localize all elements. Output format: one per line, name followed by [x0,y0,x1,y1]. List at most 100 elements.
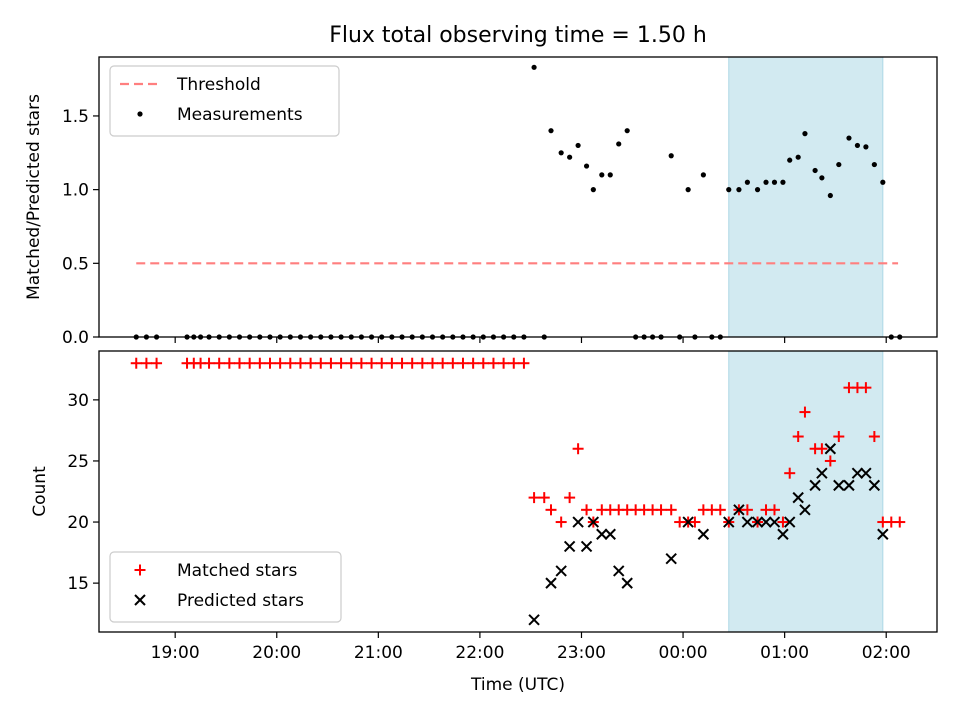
data-point [868,431,880,443]
data-point [787,157,793,163]
data-point [599,172,605,178]
data-point [689,516,701,528]
data-point [607,172,613,178]
marker-stroke [134,594,146,606]
data-point [871,161,877,168]
marker-stroke [545,577,557,589]
legend: Matched stars Predicted stars [109,551,342,623]
data-point [621,577,633,589]
data-point [555,516,567,528]
y-tick-label: 1.0 [62,181,89,201]
data-point [572,516,584,528]
data-point [624,128,630,134]
data-point [777,528,789,540]
x-axis-label: Time (UTC) [470,675,565,695]
data-point [733,504,745,516]
marker-stroke [613,565,625,577]
marker-stroke [723,516,735,528]
data-point [833,479,845,492]
data-point [590,187,596,193]
y-tick-label: 30 [67,391,89,411]
data-point [575,142,581,149]
data-point [780,179,786,185]
data-point [254,357,266,369]
data-point [518,357,530,369]
data-point [665,504,677,516]
y-tick-label: 15 [67,574,89,594]
data-point [437,357,449,369]
data-point [548,128,554,134]
x-tick-label: 20:00 [252,643,301,663]
marker-stroke [528,614,540,626]
data-point [836,161,842,168]
legend-label: Matched stars [177,561,297,581]
x-tick-label: 23:00 [557,643,606,663]
data-point [754,187,761,193]
data-point [799,406,811,418]
data-point [558,150,564,156]
data-point [416,357,428,369]
data-point [685,187,691,193]
data-point [868,479,881,492]
data-point [802,131,808,137]
chart-title: Flux total observing time = 1.50 h [329,23,707,48]
data-point [700,172,706,178]
data-point [809,479,821,492]
data-point [447,357,459,369]
data-point [203,357,215,369]
data-point [315,357,327,369]
data-point [477,357,489,369]
data-point [763,179,769,185]
data-point [366,357,378,369]
data-point [555,565,567,577]
legend-label: Predicted stars [177,591,304,611]
y-tick-label: 0.5 [62,254,89,274]
data-point [538,492,550,504]
marker-stroke [604,528,616,540]
x-tick-label: 19:00 [151,643,200,663]
axes-frame [98,350,938,633]
y-tick-label: 25 [67,452,89,472]
data-point [860,382,872,394]
data-point [264,357,276,369]
data-point [244,357,256,369]
data-point [668,153,674,159]
data-point [130,357,142,369]
data-point [744,179,750,185]
data-point [726,187,732,193]
data-point [880,179,886,185]
data-point [682,516,694,528]
series-matched-stars [130,357,906,528]
axes-frame [98,56,938,338]
data-point [223,357,235,369]
flux-ratio-panel: 0.0 0.5 1.0 1.5 Matched/Predicted stars Thres… [24,56,938,348]
data-point [528,492,540,504]
data-point [816,467,828,479]
data-point [714,504,726,516]
marker-stroke [824,443,837,455]
data-point [816,443,828,455]
marker-stroke [572,516,584,528]
data-point [846,135,852,141]
data-point [596,528,608,540]
data-point [799,504,811,516]
data-point [833,431,845,443]
data-point [274,357,286,369]
data-point [877,528,889,540]
y-tick-label: 1.5 [62,107,89,127]
data-point [587,516,600,528]
data-point [457,357,469,369]
data-point [751,516,764,528]
y-tick-label: 20 [67,513,89,533]
data-point [851,467,864,479]
data-point [824,443,837,455]
highlight-span [728,56,884,338]
data-point [564,492,576,504]
legend-swatch [137,111,143,117]
y-axis-label: Count [30,466,50,517]
x-tick-label: 22:00 [455,643,504,663]
x-tick-label: 21:00 [354,643,403,663]
marker-stroke [555,565,567,577]
marker-stroke [733,504,745,516]
